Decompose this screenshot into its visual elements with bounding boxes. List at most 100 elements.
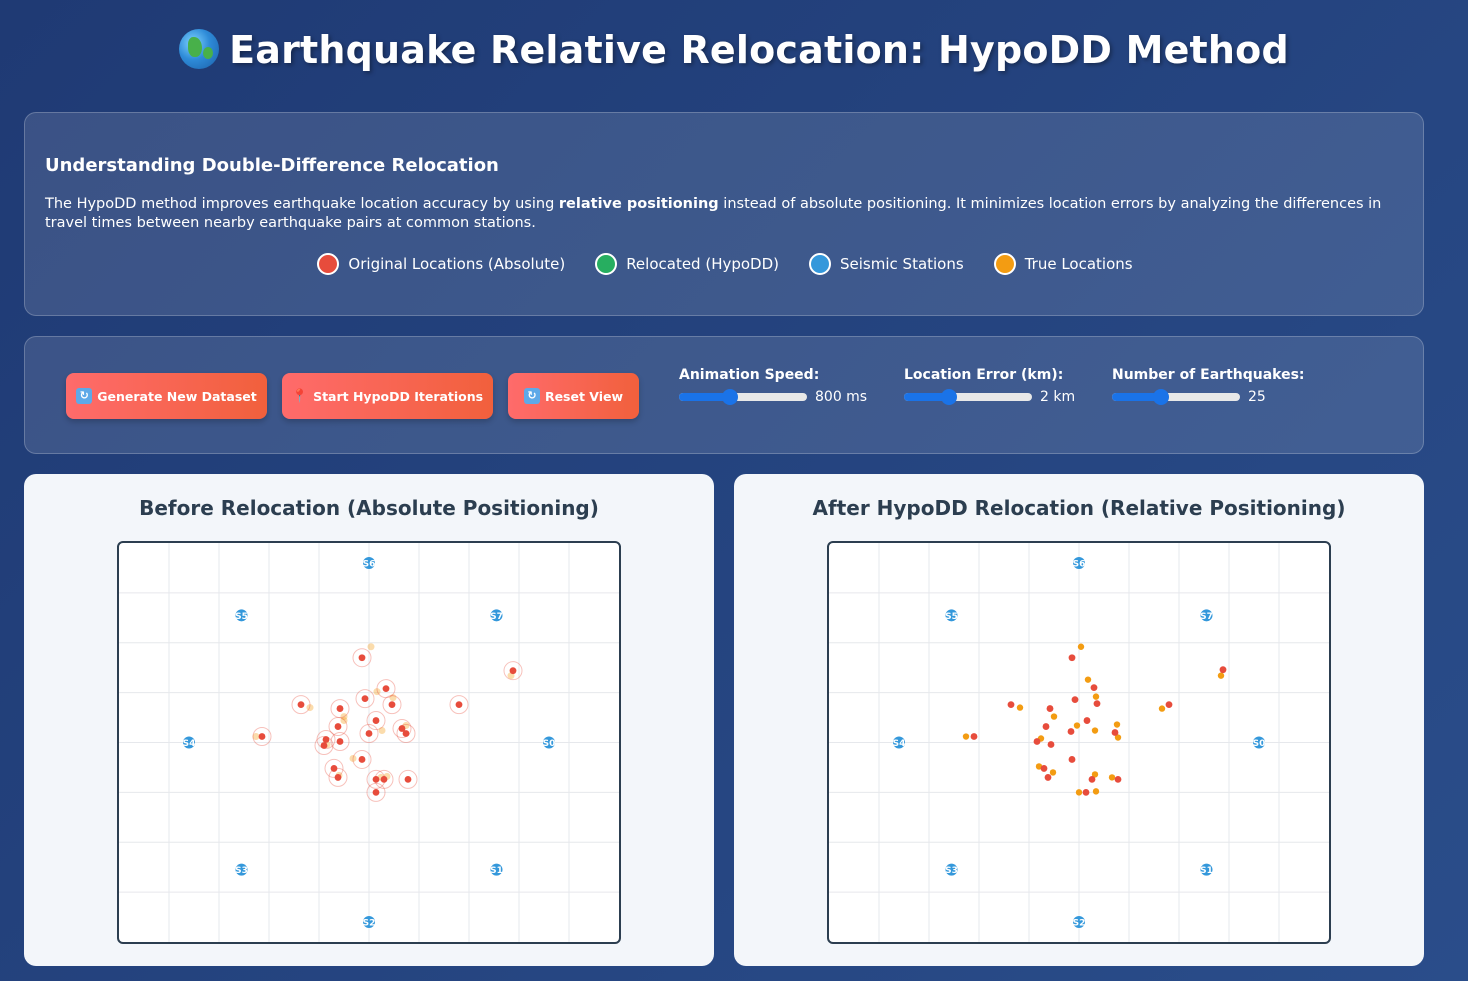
station-label: S0 [543,739,556,749]
location-error-slider[interactable] [904,389,1032,405]
original-location-point [1068,654,1076,662]
original-location-point [322,736,330,743]
original-location-point [1040,765,1048,772]
legend-label: True Locations [1024,255,1133,273]
before-plot: S0 S1 S2 S3 S4 S5 S6 S7 [117,541,621,944]
true-location-point [367,643,375,651]
true-location-point [1077,643,1085,650]
station-label: S2 [363,919,376,929]
true-location-point [1113,721,1121,728]
legend-swatch-red [317,253,340,275]
legend-swatch-orange [993,253,1016,275]
original-location-point [1007,701,1015,708]
station-marker [543,736,555,749]
info-text-part1: The HypoDD method improves earthquake lo… [45,196,559,212]
error-ellipse [291,695,311,715]
station-label: S2 [1073,919,1086,929]
original-location-point [1071,696,1079,704]
legend-item-stations: Seismic Stations [809,253,964,275]
legend-swatch-blue [809,253,832,275]
info-heading: Understanding Double-Difference Relocati… [45,155,499,176]
refresh-icon: ↻ [523,388,540,404]
original-location-point [1082,788,1090,796]
location-error-control: Location Error (km): 2 km [904,367,1075,405]
station-marker [490,609,503,622]
original-location-point [365,730,373,737]
station-label: S1 [1200,866,1213,876]
station-label: S6 [363,559,376,569]
true-location-point [349,754,357,762]
error-ellipse [316,730,336,750]
true-location-point [1092,788,1100,795]
original-location-point [358,654,366,662]
error-ellipse [449,695,469,715]
station-marker [235,609,248,622]
button-label: Generate New Dataset [97,388,257,404]
original-location-point [1090,684,1098,692]
num-earthquakes-label: Number of Earthquakes: [1112,367,1305,383]
error-ellipse [252,727,272,747]
error-ellipse [352,749,372,769]
error-ellipse [382,695,402,715]
original-location-point [334,723,342,730]
original-location-point [402,730,410,737]
station-label: S3 [945,866,958,876]
slider-knob[interactable] [1152,389,1169,405]
true-location-point [1050,713,1058,720]
after-relocation-card: After HypoDD Relocation (Relative Positi… [734,474,1424,966]
original-location-point [330,765,338,772]
animation-speed-control: Animation Speed: 800 ms [679,367,867,405]
num-earthquakes-value: 25 [1248,389,1266,405]
original-location-point [1165,701,1173,708]
num-earthquakes-control: Number of Earthquakes: 25 [1112,367,1305,405]
original-location-point [1044,774,1052,781]
info-panel: Understanding Double-Difference Relocati… [24,112,1424,316]
animation-speed-slider[interactable] [679,389,807,405]
info-text: The HypoDD method improves earthquake lo… [45,195,1405,233]
original-location-point [380,776,388,783]
station-marker [1200,609,1213,622]
true-location-point [1217,672,1225,679]
legend-label: Original Locations (Absolute) [348,255,566,273]
station-marker [945,863,958,876]
original-location-point [455,701,463,708]
true-location-point [1114,734,1122,741]
animation-speed-label: Animation Speed: [679,367,820,383]
before-relocation-title: Before Relocation (Absolute Positioning) [139,496,599,520]
original-location-point [1111,729,1119,736]
true-location-point [1091,727,1099,734]
location-error-label: Location Error (km): [904,367,1064,383]
true-location-point [1092,693,1100,700]
pin-icon: 📍 [291,388,309,404]
true-location-point [1016,704,1024,711]
animation-speed-value: 800 ms [815,389,868,405]
original-location-point [398,725,406,732]
error-ellipse [324,758,344,778]
true-location-point [1084,676,1092,683]
original-location-point [1067,728,1075,735]
original-location-point [334,774,342,781]
original-location-point [1114,776,1122,783]
station-marker [363,556,375,569]
slider-knob[interactable] [722,389,739,405]
error-ellipse [355,689,375,709]
error-ellipse [328,767,348,787]
true-location-point [306,704,314,712]
reset-view-button[interactable]: ↻ Reset View [508,373,639,419]
legend-item-true: True Locations [993,253,1133,275]
start-hypodd-button[interactable]: 📍 Start HypoDD Iterations [282,373,493,419]
num-earthquakes-slider[interactable] [1112,389,1240,405]
true-location-point [1049,769,1057,776]
original-location-point [297,701,305,708]
original-location-point [509,667,517,675]
globe-icon [179,29,220,69]
station-marker [183,736,195,749]
generate-dataset-button[interactable]: ↻ Generate New Dataset [66,373,267,419]
legend-label: Relocated (HypoDD) [626,255,780,273]
button-label: Start HypoDD Iterations [313,388,484,404]
slider-knob[interactable] [940,389,957,405]
error-ellipse [328,717,348,737]
station-marker [363,916,375,929]
original-location-point [382,685,390,693]
station-label: S4 [183,739,196,749]
